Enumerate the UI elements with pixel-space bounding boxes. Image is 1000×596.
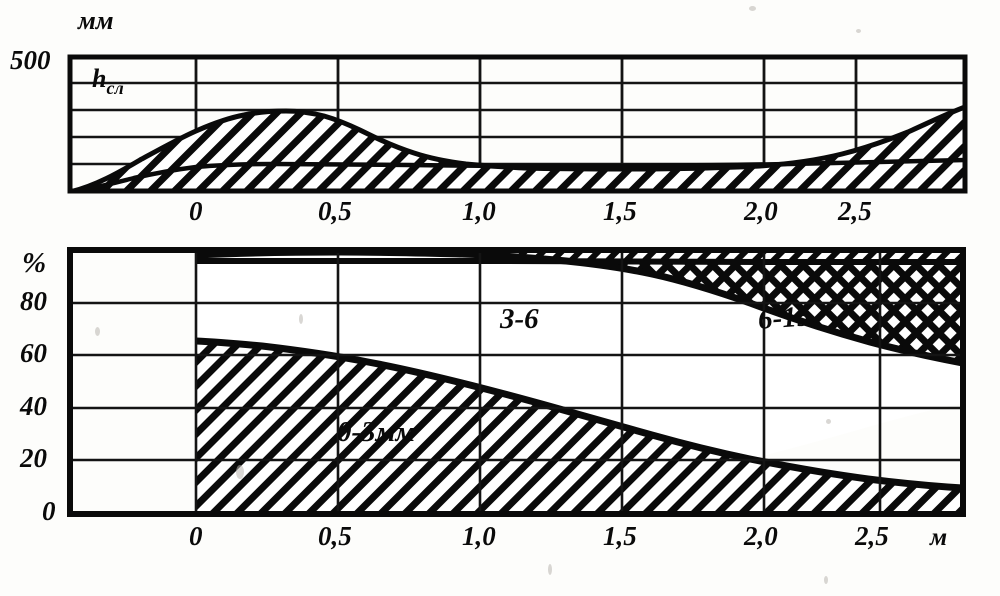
bottom-chart [67, 247, 966, 517]
top-chart-xtick-3: 1,5 [603, 196, 637, 226]
bottom-chart-unit-label: % [22, 247, 47, 279]
bottom-chart-vertical-gridlines [194, 250, 882, 513]
top-chart-lower-curve [70, 157, 965, 191]
top-chart-xtick-5: 2,5 [838, 196, 872, 226]
bottom-chart-frame [67, 247, 966, 517]
bottom-chart-xtick-3: 1,5 [603, 521, 637, 551]
bottom-chart-band-label-medium: 3-6 [500, 303, 539, 335]
bottom-chart-ytick-20: 20 [20, 443, 47, 473]
scan-speck [236, 465, 244, 479]
top-chart-unit-label: мм [78, 6, 114, 35]
scan-speck [826, 419, 831, 424]
top-chart-xtick-1: 0,5 [318, 196, 352, 226]
bottom-chart-ytick-0: 0 [42, 496, 56, 526]
bottom-chart-xtick-4: 2,0 [744, 521, 778, 551]
scan-speck [299, 314, 303, 324]
bottom-chart-band-label-coarse: 6-15 [756, 300, 813, 336]
bottom-chart-xtick-1: 0,5 [318, 521, 352, 551]
scan-speck [749, 6, 756, 11]
top-chart-max-tick-label: 500 [10, 45, 51, 75]
top-chart [67, 54, 968, 194]
bottom-chart-coarse-area [196, 252, 963, 363]
bottom-chart-xtick-2: 1,0 [462, 521, 496, 551]
scan-speck [548, 564, 552, 575]
top-chart-series-label-subscript: сл [106, 78, 124, 98]
scan-speck [95, 327, 100, 336]
top-chart-frame [67, 54, 968, 194]
bottom-chart-horizontal-gridlines [70, 301, 963, 462]
top-chart-xtick-0: 0 [189, 196, 203, 226]
bottom-chart-ytick-40: 40 [20, 391, 47, 421]
top-chart-upper-curve [70, 104, 965, 191]
top-chart-xtick-4: 2,0 [744, 196, 778, 226]
bottom-chart-ytick-80: 80 [20, 286, 47, 316]
bottom-chart-xtick-0: 0 [189, 521, 203, 551]
bottom-chart-xtick-5: 2,5 [855, 521, 889, 551]
bottom-chart-band-label-fine: 0-3мм [337, 416, 416, 448]
top-chart-xtick-2: 1,0 [462, 196, 496, 226]
top-chart-series-label-base: h [92, 64, 107, 93]
scan-speck [824, 576, 828, 584]
scan-speck [856, 29, 861, 33]
bottom-chart-fine-area [196, 341, 963, 513]
bottom-chart-coarse-top-curve [196, 257, 963, 266]
top-chart-series-label: hсл [92, 64, 124, 98]
bottom-chart-x-unit-label: м [930, 524, 948, 551]
bottom-chart-ytick-60: 60 [20, 338, 47, 368]
